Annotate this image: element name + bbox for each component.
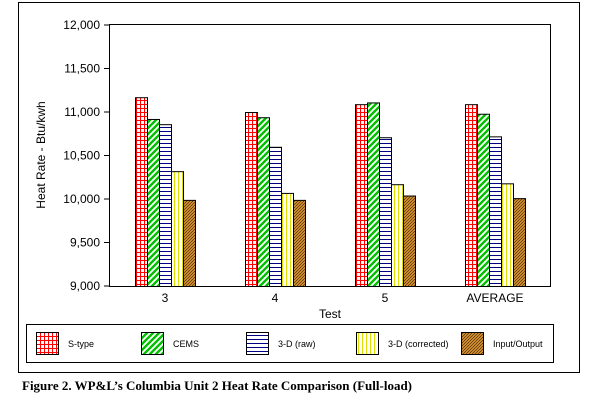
legend-label-input-output: Input/Output (493, 339, 543, 349)
bar-3-d-raw-average (489, 136, 502, 287)
bar-s-type-5 (355, 104, 368, 287)
bar-input-output-4 (293, 199, 306, 287)
bar-3-d-corrected-4 (281, 192, 294, 287)
y-tick-label: 9,000 (70, 279, 100, 293)
legend (26, 324, 554, 363)
figure-frame (18, 2, 580, 373)
legend-label-cems: CEMS (173, 339, 199, 349)
x-tick-label: 3 (162, 291, 169, 305)
y-tick-label: 9,500 (70, 236, 100, 250)
bar-cems-4 (257, 117, 270, 287)
legend-label-s-type: S-type (68, 339, 94, 349)
y-tick-label: 11,000 (64, 105, 100, 119)
bar-cems-5 (367, 102, 380, 288)
y-axis-title: Heat Rate - Btu/kwh (34, 101, 48, 208)
bar-3-d-raw-4 (269, 146, 282, 287)
bar-s-type-3 (135, 97, 148, 287)
bar-s-type-4 (245, 112, 258, 287)
y-tick-label: 12,000 (63, 18, 100, 32)
bar-3-d-raw-5 (379, 137, 392, 287)
legend-swatch-3-d-corrected (356, 332, 379, 355)
y-axis: 9,000 9,500 10,000 10,500 11,000 11,500 12,000 (63, 18, 110, 293)
legend-label-3-d-corrected: 3-D (corrected) (388, 339, 449, 349)
bar-cems-3 (147, 118, 160, 287)
x-tick-label: AVERAGE (466, 291, 523, 305)
legend-label-3-d-raw: 3-D (raw) (278, 339, 316, 349)
bar-s-type-average (465, 104, 478, 287)
x-axis-title: Test (319, 307, 342, 321)
bar-input-output-3 (183, 199, 196, 287)
legend-swatch-s-type (36, 332, 59, 355)
x-axis: 3 4 5 AVERAGE (162, 291, 524, 305)
bar-3-d-raw-3 (159, 124, 172, 288)
bars-layer (135, 97, 526, 288)
bar-input-output-average (513, 198, 526, 288)
bar-3-d-corrected-5 (391, 184, 404, 288)
x-tick-label: 4 (272, 291, 279, 305)
x-tick-label: 5 (382, 291, 389, 305)
bar-3-d-corrected-3 (171, 171, 184, 287)
legend-swatch-input-output (461, 332, 484, 355)
bar-cems-average (477, 113, 490, 287)
legend-swatch-cems (141, 332, 164, 355)
bar-3-d-corrected-average (501, 183, 514, 287)
y-tick-label: 11,500 (64, 62, 100, 76)
legend-swatch-3-d-raw (246, 332, 269, 355)
heat-rate-chart: 9,000 9,500 10,000 10,500 11,000 11,500 12,000… (18, 2, 580, 373)
figure-caption: Figure 2. WP&L’s Columbia Unit 2 Heat Ra… (22, 378, 413, 393)
legend-items: S-type CEMS 3-D (raw) 3-D (corrected) Input/… (36, 332, 543, 355)
bar-input-output-5 (403, 195, 416, 288)
y-tick-label: 10,000 (63, 192, 100, 206)
y-tick-label: 10,500 (63, 149, 100, 163)
